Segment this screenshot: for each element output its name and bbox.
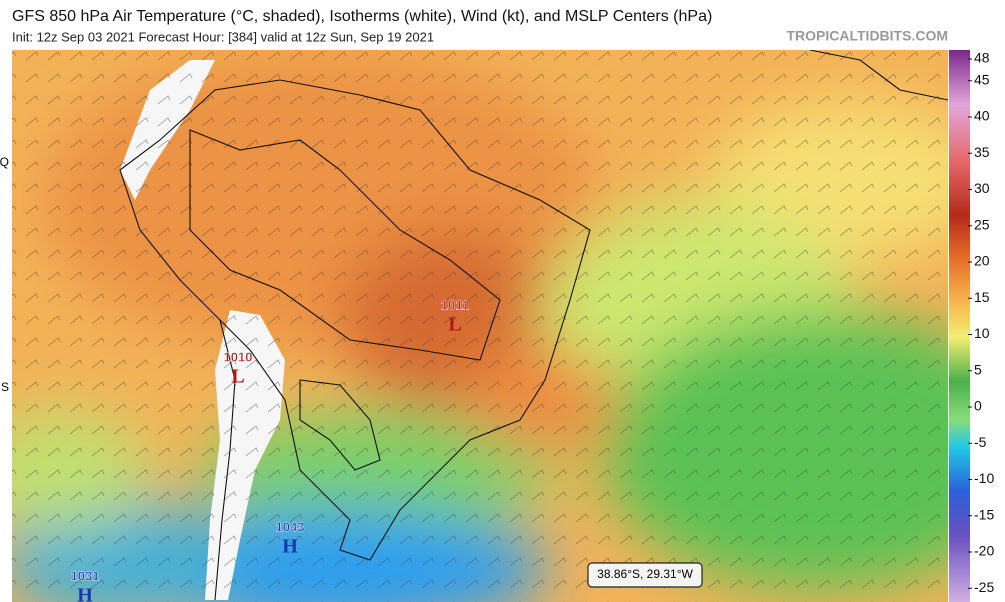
- colorbar-tick-label: 40: [974, 108, 990, 124]
- pressure-value: 1031: [71, 568, 100, 583]
- tooltip-text: 38.86°S, 29.31°W: [597, 567, 693, 581]
- edge-labels: QS: [0, 155, 9, 394]
- map-title: GFS 850 hPa Air Temperature (°C, shaded)…: [12, 8, 712, 25]
- tooltip: 38.86°S, 29.31°W: [587, 562, 703, 588]
- colorbar-tick-label: -5: [974, 434, 987, 450]
- colorbar-tick-label: -20: [974, 543, 994, 559]
- brand: TROPICALTIDBITS.COM: [786, 28, 948, 44]
- map-subtitle: Init: 12z Sep 03 2021 Forecast Hour: [38…: [12, 29, 434, 44]
- pressure-letter: H: [77, 585, 93, 602]
- colorbar-tick-label: 25: [974, 216, 990, 232]
- colorbar-tick-label: 10: [974, 325, 990, 341]
- colorbar-tick-label: 48: [974, 50, 990, 66]
- colorbar-tick-label: 30: [974, 180, 990, 196]
- pressure-value: 1043: [276, 519, 305, 534]
- colorbar-tick-label: -25: [974, 579, 994, 595]
- colorbar-tick-label: 45: [974, 71, 990, 87]
- edge-label: S: [1, 380, 9, 394]
- pressure-centers: 1011 L 1010 L 1043 H 1031 H: [70, 297, 469, 602]
- map: [12, 50, 948, 602]
- colorbar-ticks: 48 45 40 35 30 25 20 15 10 5 0 -5 -10 -15 -20 -25: [968, 50, 994, 595]
- colorbar-tick-label: 5: [974, 361, 982, 377]
- colorbar-tick-label: 15: [974, 289, 990, 305]
- pressure-letter: L: [231, 366, 244, 388]
- edge-label: Q: [0, 155, 9, 169]
- pressure-value: 1011: [441, 297, 469, 312]
- pressure-letter: H: [282, 536, 298, 558]
- colorbar-tick-label: 20: [974, 253, 990, 269]
- colorbar: [949, 50, 970, 602]
- colorbar-tick-label: -15: [974, 506, 994, 522]
- colorbar-tick-label: 0: [974, 398, 982, 414]
- colorbar-tick-label: 35: [974, 144, 990, 160]
- colorbar-tick-label: -10: [974, 470, 994, 486]
- pressure-value: 1010: [224, 349, 253, 364]
- pressure-letter: L: [448, 314, 461, 336]
